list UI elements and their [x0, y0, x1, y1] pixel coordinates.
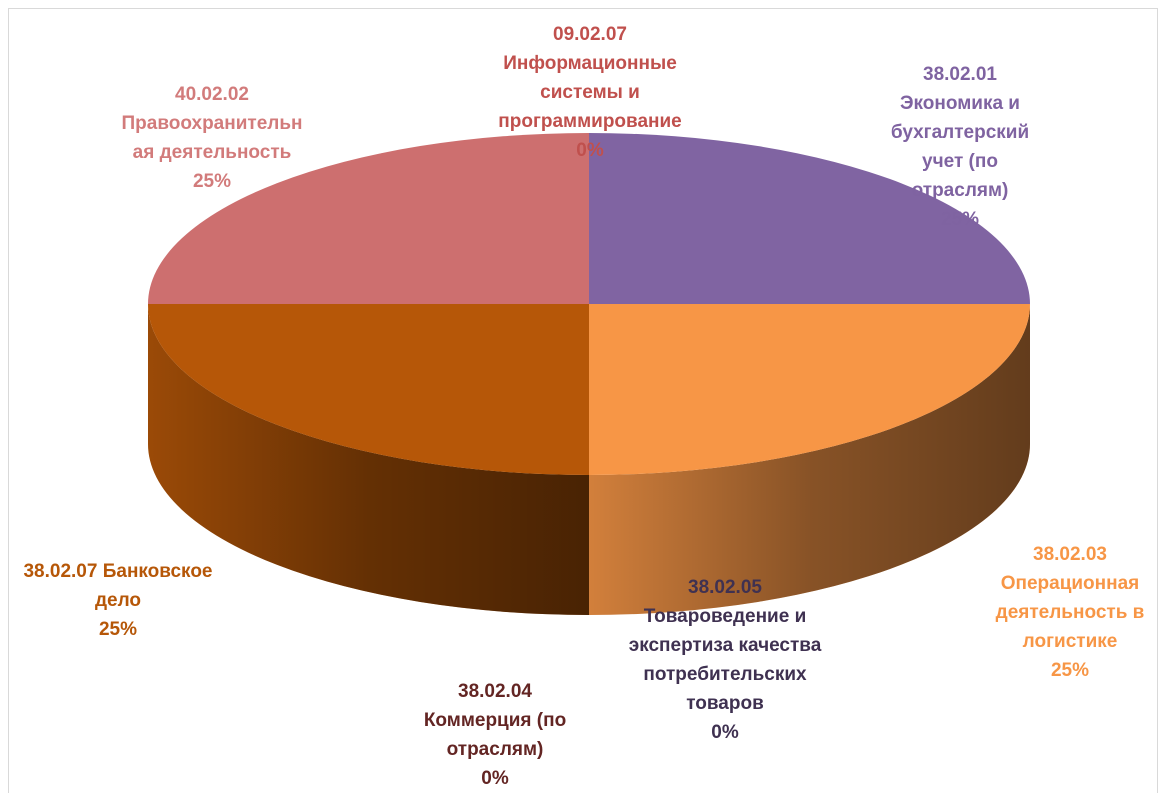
value-label: 25%: [192, 171, 232, 192]
category-label: 38.02.01 Экономика и бухгалтерский учет …: [890, 64, 1030, 201]
chart-border: [8, 8, 1158, 793]
pie-slice: [589, 304, 1030, 475]
pie-side-shade: [148, 304, 589, 615]
data-label: 09.02.07 Информационные системы и програ…: [495, 20, 685, 165]
category-label: 38.02.03 Операционная деятельность в лог…: [995, 544, 1145, 652]
pie-slice: [589, 133, 1030, 304]
value-label: 0%: [481, 768, 509, 789]
data-label: 38.02.05 Товароведение и экспертиза каче…: [620, 573, 830, 747]
data-label: 38.02.04 Коммерция (по отраслям) 0%: [405, 677, 585, 793]
value-label: 25%: [98, 619, 138, 640]
pie-slice: [148, 304, 589, 475]
category-label: 09.02.07 Информационные системы и програ…: [498, 24, 682, 132]
pie-slice: [148, 133, 589, 304]
value-label: 25%: [1050, 660, 1090, 681]
data-label: 38.02.03 Операционная деятельность в лог…: [980, 540, 1160, 685]
value-label: 25%: [940, 209, 980, 230]
category-label: 38.02.04 Коммерция (по отраслям): [423, 681, 567, 760]
value-label: 0%: [711, 722, 739, 743]
data-label: 38.02.01 Экономика и бухгалтерский учет …: [875, 60, 1045, 234]
category-label: 38.02.05 Товароведение и экспертиза каче…: [628, 577, 822, 714]
category-label: 38.02.07 Банковское дело: [23, 561, 213, 611]
pie-side-shade: [589, 304, 1030, 615]
category-label: 40.02.02 Правоохранительная деятельность: [121, 84, 303, 163]
value-label: 0%: [576, 140, 604, 161]
data-label: 40.02.02 Правоохранительная деятельность…: [117, 80, 307, 196]
data-label: 38.02.07 Банковское дело 25%: [13, 557, 223, 644]
